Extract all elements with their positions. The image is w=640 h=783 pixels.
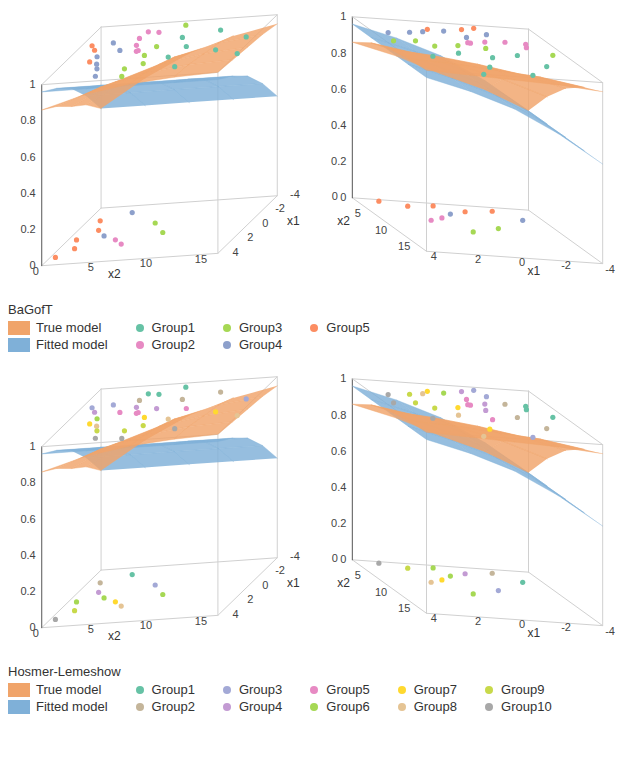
- svg-text:15: 15: [398, 240, 410, 252]
- svg-text:5: 5: [88, 623, 94, 635]
- svg-text:5: 5: [355, 569, 361, 581]
- svg-text:0.2: 0.2: [20, 223, 35, 235]
- html-text:Group2: Group2: [151, 699, 195, 714]
- svg-text:4: 4: [431, 250, 437, 262]
- svg-text:0: 0: [332, 552, 338, 564]
- html-text:Group2: Group2: [151, 337, 195, 352]
- svg-text:0: 0: [340, 191, 346, 203]
- svg-text:10: 10: [375, 586, 387, 598]
- svg-text:0.2: 0.2: [20, 585, 35, 597]
- svg-text:15: 15: [195, 253, 207, 265]
- svg-text:0.2: 0.2: [331, 155, 346, 167]
- svg-text:15: 15: [195, 615, 207, 627]
- html-text:Hosmer-Lemeshow: Hosmer-Lemeshow: [8, 664, 121, 679]
- svg-text:0: 0: [30, 259, 36, 271]
- html-text:Group5: Group5: [326, 320, 370, 335]
- svg-text:4: 4: [232, 246, 238, 258]
- svg-text:-4: -4: [605, 263, 615, 275]
- svg-text:x1: x1: [287, 214, 300, 228]
- html-text:Group9: Group9: [501, 682, 545, 697]
- svg-text:2: 2: [247, 231, 253, 243]
- svg-text:0.6: 0.6: [331, 445, 346, 457]
- svg-text:10: 10: [375, 224, 387, 236]
- svg-text:0: 0: [332, 190, 338, 202]
- svg-text:x1: x1: [528, 264, 541, 278]
- svg-text:-4: -4: [290, 550, 300, 562]
- svg-text:15: 15: [398, 602, 410, 614]
- svg-text:1: 1: [340, 372, 346, 384]
- html-text:Fitted model: Fitted model: [36, 337, 108, 352]
- svg-text:0: 0: [30, 621, 36, 633]
- svg-text:0.8: 0.8: [331, 409, 346, 421]
- svg-text:x2: x2: [108, 267, 121, 281]
- html-text:Group10: Group10: [501, 699, 552, 714]
- html-text:Fitted model: Fitted model: [36, 699, 108, 714]
- svg-text:x1: x1: [287, 576, 300, 590]
- html-text:Group4: Group4: [238, 337, 283, 352]
- html-text:Group8: Group8: [413, 699, 457, 714]
- svg-text:10: 10: [140, 619, 152, 631]
- svg-text:0.4: 0.4: [20, 187, 35, 199]
- svg-text:0: 0: [262, 579, 268, 591]
- html-text:Group4: Group4: [238, 699, 283, 714]
- html-text:True model: True model: [36, 320, 102, 335]
- svg-text:4: 4: [232, 608, 238, 620]
- svg-text:2: 2: [247, 593, 253, 605]
- svg-text:0.2: 0.2: [331, 517, 346, 529]
- svg-text:-4: -4: [290, 188, 300, 200]
- svg-text:0.8: 0.8: [331, 47, 346, 59]
- svg-text:1: 1: [340, 10, 346, 22]
- svg-text:x2: x2: [108, 629, 121, 643]
- svg-text:-4: -4: [605, 625, 615, 637]
- svg-text:5: 5: [355, 207, 361, 219]
- html-text:Group7: Group7: [413, 682, 457, 697]
- svg-text:4: 4: [431, 612, 437, 624]
- svg-text:1: 1: [30, 78, 36, 90]
- svg-text:0.6: 0.6: [20, 513, 35, 525]
- svg-text:0.6: 0.6: [20, 151, 35, 163]
- svg-text:0: 0: [519, 256, 525, 268]
- svg-text:0.4: 0.4: [331, 481, 346, 493]
- html-text:Group1: Group1: [151, 320, 195, 335]
- html-text:Group6: Group6: [326, 699, 370, 714]
- svg-text:x2: x2: [337, 214, 350, 228]
- html-text:Group5: Group5: [326, 682, 370, 697]
- svg-text:0: 0: [340, 553, 346, 565]
- svg-text:2: 2: [475, 253, 481, 265]
- html-text:Group3: Group3: [238, 682, 283, 697]
- svg-text:0: 0: [519, 618, 525, 630]
- svg-text:5: 5: [88, 261, 94, 273]
- svg-text:-2: -2: [275, 202, 285, 214]
- svg-text:1: 1: [30, 440, 36, 452]
- svg-text:-2: -2: [561, 621, 571, 633]
- html-text:Group3: Group3: [238, 320, 283, 335]
- svg-text:-2: -2: [561, 259, 571, 271]
- svg-text:0.6: 0.6: [331, 83, 346, 95]
- svg-text:x1: x1: [528, 626, 541, 640]
- html-text:Group1: Group1: [151, 682, 195, 697]
- svg-text:0.8: 0.8: [20, 476, 35, 488]
- svg-text:0.4: 0.4: [20, 549, 35, 561]
- svg-text:2: 2: [475, 615, 481, 627]
- svg-text:-2: -2: [275, 564, 285, 576]
- html-text:BaGofT: BaGofT: [8, 302, 53, 317]
- svg-text:0: 0: [262, 217, 268, 229]
- svg-text:0.8: 0.8: [20, 114, 35, 126]
- svg-text:0.4: 0.4: [331, 119, 346, 131]
- html-text:True model: True model: [36, 682, 102, 697]
- svg-text:x2: x2: [337, 576, 350, 590]
- svg-text:10: 10: [140, 257, 152, 269]
